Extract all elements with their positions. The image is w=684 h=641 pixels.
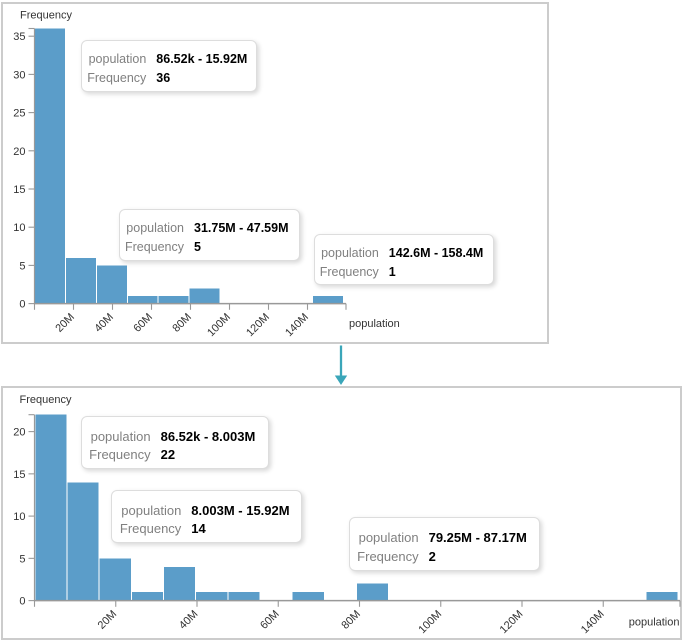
svg-text:20M: 20M: [53, 311, 77, 335]
svg-text:40M: 40M: [92, 311, 116, 335]
svg-text:0: 0: [19, 299, 25, 311]
svg-text:5: 5: [19, 260, 25, 272]
svg-text:100M: 100M: [416, 608, 444, 636]
svg-text:20: 20: [13, 427, 25, 439]
svg-text:population: population: [349, 318, 400, 330]
svg-text:80M: 80M: [170, 311, 194, 335]
svg-text:15: 15: [13, 184, 25, 196]
svg-text:60M: 60M: [258, 608, 282, 632]
svg-text:15: 15: [13, 469, 25, 481]
svg-text:100M: 100M: [205, 311, 233, 339]
svg-text:Frequency: Frequency: [20, 10, 72, 22]
svg-text:25: 25: [13, 108, 25, 120]
svg-text:40M: 40M: [177, 608, 201, 632]
svg-text:20: 20: [13, 146, 25, 158]
svg-text:10: 10: [13, 222, 25, 234]
svg-text:35: 35: [13, 31, 25, 43]
svg-text:120M: 120M: [498, 608, 526, 636]
svg-text:140M: 140M: [579, 608, 607, 636]
svg-text:20M: 20M: [96, 608, 120, 632]
svg-text:140M: 140M: [283, 311, 311, 339]
svg-text:0: 0: [19, 596, 25, 608]
svg-text:10: 10: [13, 511, 25, 523]
svg-text:60M: 60M: [131, 311, 155, 335]
svg-text:120M: 120M: [244, 311, 272, 339]
svg-text:Frequency: Frequency: [20, 394, 72, 406]
svg-text:30: 30: [13, 69, 25, 81]
svg-text:population: population: [629, 617, 680, 629]
svg-text:80M: 80M: [339, 608, 363, 632]
svg-text:5: 5: [19, 553, 25, 565]
